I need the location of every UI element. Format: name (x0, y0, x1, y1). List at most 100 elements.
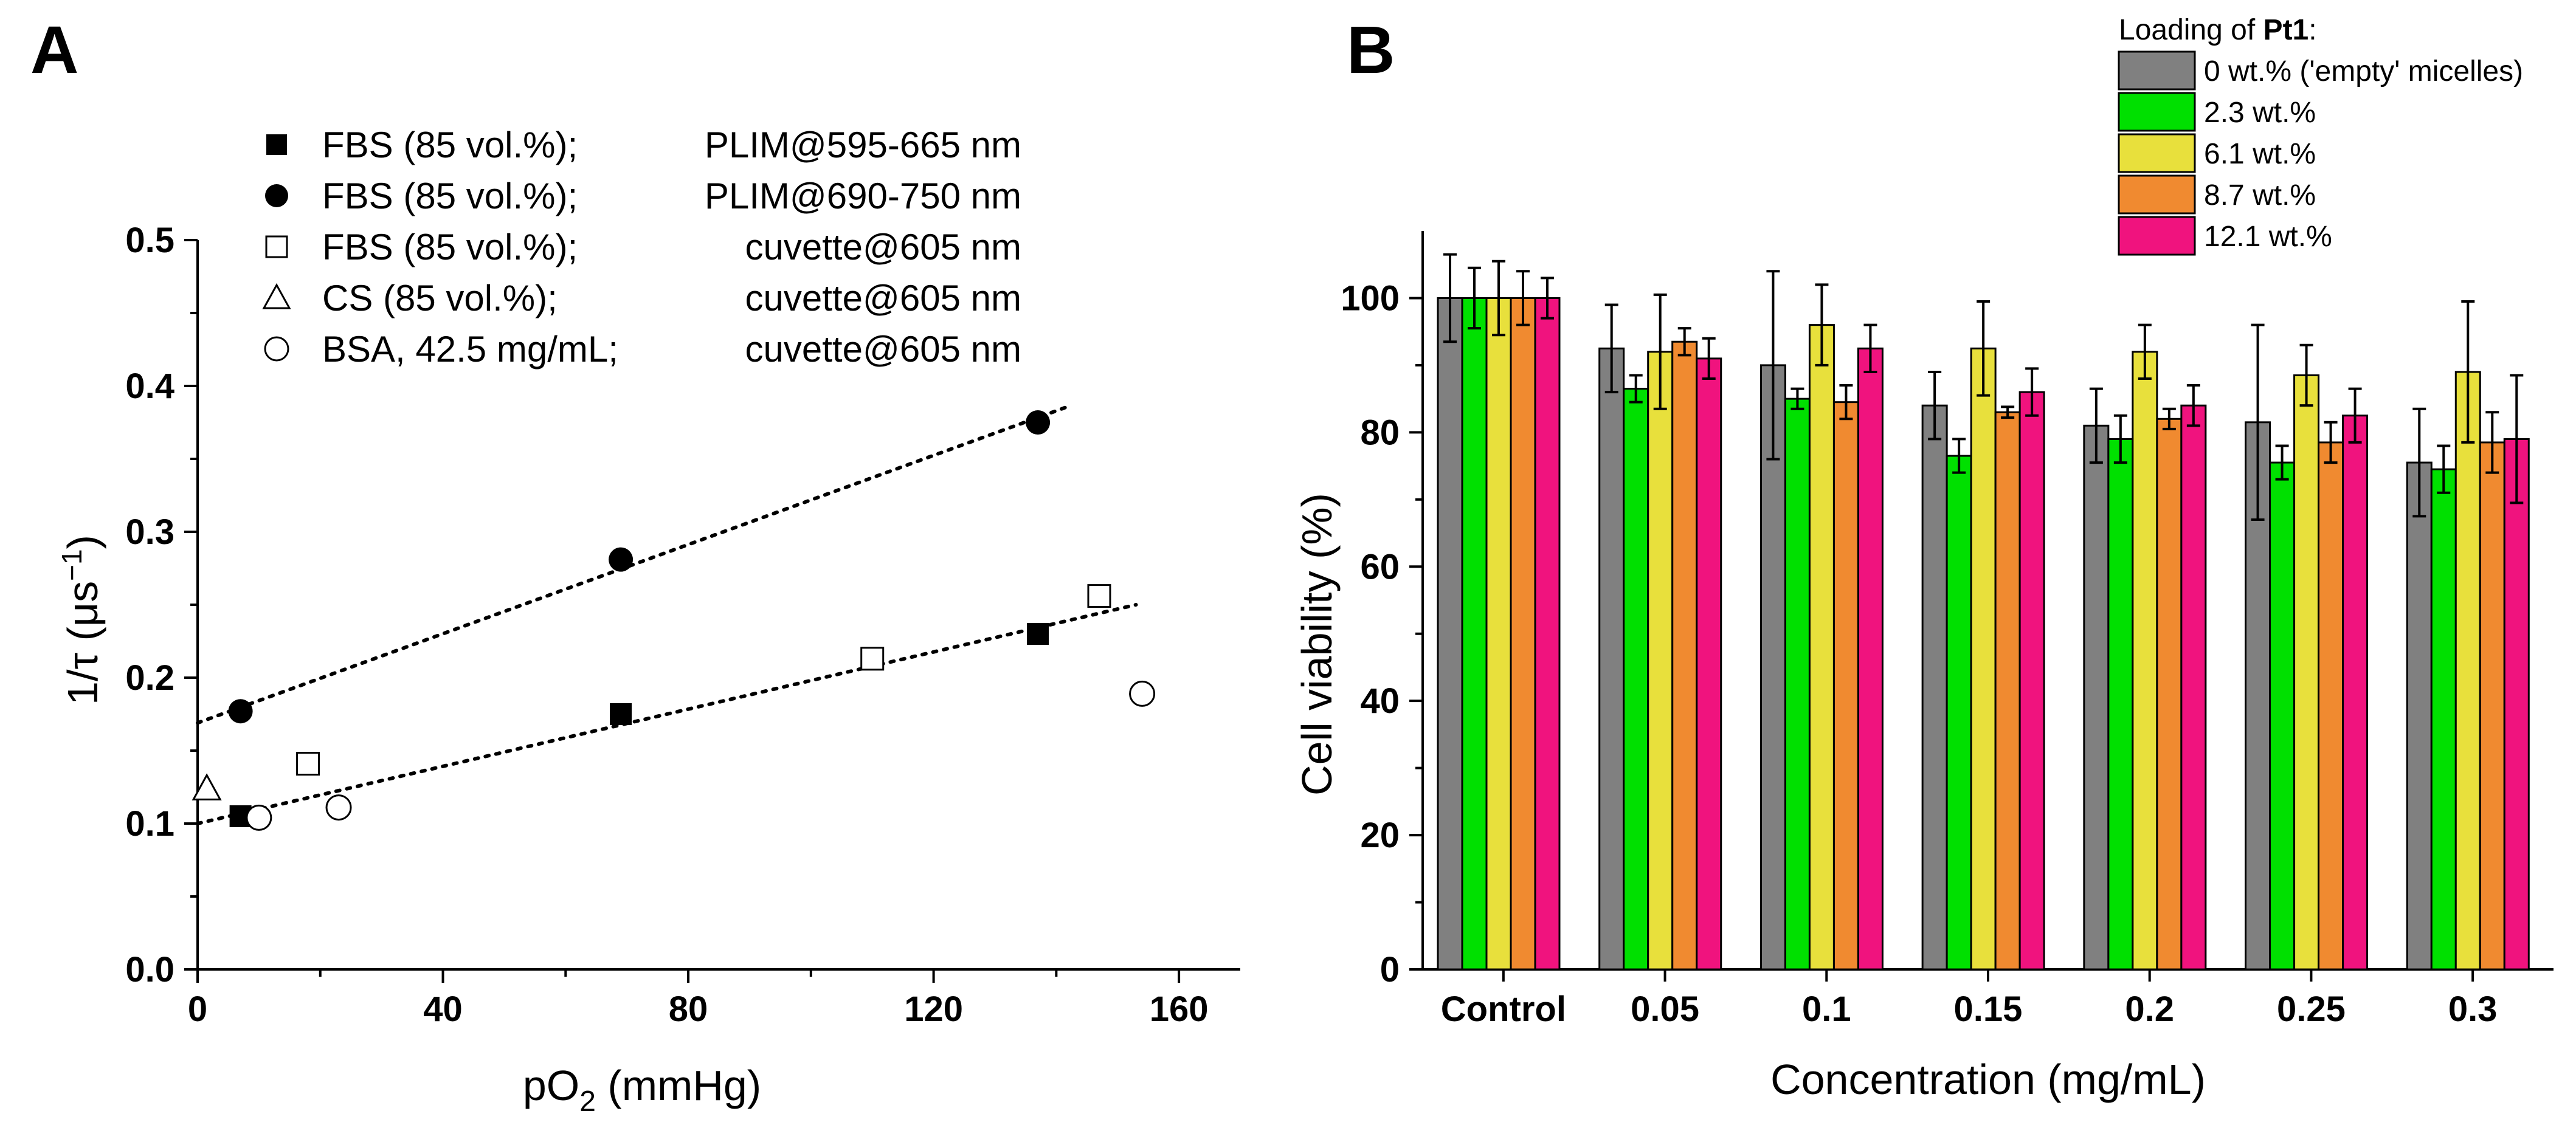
panel-b-legend-swatch (2118, 216, 2196, 256)
panel-a-legend-method: PLIM@595-665 nm (705, 125, 1021, 165)
panel-b-bar (2430, 468, 2457, 971)
panel-a-legend-marker (266, 134, 287, 155)
panel-b-legend-label: 6.1 wt.% (2204, 138, 2316, 170)
panel-a-x-tick-label: 0 (188, 989, 207, 1029)
panel-a-legend-marker (265, 235, 288, 258)
panel-b-bar (1946, 455, 1972, 971)
panel-a-legend-method: cuvette@605 nm (745, 278, 1021, 318)
panel-b-legend-swatch (2118, 133, 2196, 173)
panel-b-bar (2132, 351, 2158, 971)
panel-a-x-tick-label: 40 (423, 989, 463, 1029)
panel-a-legend-method: PLIM@690-750 nm (705, 176, 1021, 216)
panel-a-point-open-circle (325, 794, 352, 821)
panel-b-y-axis-title: Cell viability (%) (1293, 493, 1341, 796)
panel-b-bar (1857, 347, 1884, 971)
panel-b-x-tick-label: Control (1441, 989, 1566, 1029)
panel-a-legend-marker (262, 283, 291, 309)
panel-b-legend-swatch (2118, 92, 2196, 132)
panel-a-y-tick-label: 0.5 (125, 221, 174, 260)
panel-b-legend-title: Loading of Pt1: (2119, 14, 2317, 46)
panel-a-point-filled-circle (1026, 410, 1051, 435)
panel-b-bar (1921, 404, 1948, 971)
panel-b-bar (2083, 424, 2110, 971)
panel-a-point-open-triangle (192, 773, 222, 800)
panel-b-bar (2503, 438, 2530, 971)
panel-b-bar (2018, 391, 2045, 971)
panel-b-y-tick-label: 20 (1360, 816, 1400, 855)
panel-a-x-tick-label: 120 (904, 989, 963, 1029)
panel-b-x-tick-label: 0.1 (1802, 989, 1851, 1029)
panel-b-y-tick-label: 80 (1360, 413, 1400, 452)
panel-b-x-tick-label: 0.3 (2448, 989, 2498, 1029)
panel-a-fit-690-750-line (196, 404, 1071, 725)
panel-a-point-open-square (860, 647, 885, 671)
panel-b-legend-label: 12.1 wt.% (2204, 221, 2332, 253)
panel-b-bar (1485, 297, 1512, 971)
panel-b-bar (1534, 297, 1561, 971)
panel-b-y-tick-label: 100 (1341, 278, 1400, 318)
panel-b-bar (1994, 411, 2021, 971)
panel-a-point-open-circle (246, 804, 272, 831)
panel-b-bar (2406, 461, 2433, 971)
panel-b-x-tick-label: 0.15 (1954, 989, 2023, 1029)
panel-b-bar (1832, 401, 1859, 971)
panel-a-legend-name: CS (85 vol.%); (322, 278, 558, 318)
panel-a-legend-marker (264, 336, 289, 362)
panel-a-chart: 0 40 80 120 160 0.0 0.1 0.2 0.3 0.4 0.5 FBS (85 vo… (56, 125, 1240, 1118)
panel-a-point-open-square (1087, 584, 1111, 608)
panel-a-point-open-circle (1129, 680, 1156, 707)
panel-b-legend-label: 2.3 wt.% (2204, 97, 2316, 129)
panel-a-legend-marker (265, 184, 288, 207)
panel-b-label: B (1347, 13, 1395, 88)
panel-b-bar (1461, 297, 1488, 971)
panel-b-x-tick-label: 0.05 (1631, 989, 1699, 1029)
panel-b-y-tick-label: 0 (1380, 950, 1400, 989)
panel-a-point-filled-circle (609, 547, 634, 572)
panel-a-y-tick-label: 0.0 (125, 950, 174, 989)
panel-a-y-tick-label: 0.3 (125, 512, 174, 552)
panel-b-bar (2454, 371, 2481, 971)
panel-b-x-tick-label: 0.25 (2277, 989, 2346, 1029)
panel-a-legend: FBS (85 vol.%); PLIM@595-665 nm FBS (85 vo… (262, 125, 1021, 370)
panel-b-bar (2107, 438, 2134, 971)
panel-b-bar (2293, 374, 2320, 971)
panel-a-point-filled-square (610, 703, 632, 725)
panel-a-legend-name: FBS (85 vol.%); (322, 125, 578, 165)
panel-a-point-filled-circle (228, 699, 253, 724)
panel-b-bar (2479, 441, 2505, 971)
panel-b-legend-label: 0 wt.% ('empty' micelles) (2204, 55, 2523, 88)
panel-b-legend-label: 8.7 wt.% (2204, 179, 2316, 212)
panel-a-legend-name: BSA, 42.5 mg/mL; (322, 329, 618, 370)
panel-b-x-axis-title: Concentration (mg/mL) (1770, 1056, 2206, 1103)
panel-a-x-tick-label: 160 (1150, 989, 1209, 1029)
panel-b-bar (1784, 397, 1811, 971)
panel-b-bar (1437, 297, 1463, 971)
panel-a-y-axis-title: 1/τ (μs−1) (56, 535, 106, 705)
panel-b-bar (1510, 297, 1536, 971)
panel-b-bar (2342, 415, 2369, 971)
panel-a-x-axis-title: pO2 (mmHg) (523, 1062, 761, 1118)
panel-b-bar (1623, 388, 1649, 971)
panel-a-y-tick-label: 0.4 (125, 366, 174, 406)
panel-a-legend-method: cuvette@605 nm (745, 227, 1021, 267)
panel-a-fit-595-665-line (196, 603, 1138, 825)
panel-a-y-tick-label: 0.1 (125, 804, 174, 844)
panel-b-y-tick-label: 40 (1360, 681, 1400, 721)
panel-a-legend-name: FBS (85 vol.%); (322, 176, 578, 216)
panel-a-legend-name: FBS (85 vol.%); (322, 227, 578, 267)
panel-a-y-tick-label: 0.2 (125, 658, 174, 698)
panel-a-x-tick-label: 80 (669, 989, 708, 1029)
panel-b-legend-swatch (2118, 50, 2196, 91)
panel-a-point-open-square (296, 752, 320, 776)
panel-b-x-tick-label: 0.2 (2125, 989, 2174, 1029)
panel-b-bar (2318, 441, 2344, 971)
panel-b-bar (2269, 461, 2296, 971)
panel-b-bar (2180, 404, 2207, 971)
panel-b-y-tick-label: 60 (1360, 547, 1400, 587)
panel-b-bar (1696, 357, 1722, 971)
panel-b-bar (1598, 347, 1625, 971)
panel-b-legend-swatch (2118, 174, 2196, 215)
panel-b-legend: 0 wt.% ('empty' micelles) 2.3 wt.% 6.1 wt.… (2118, 50, 2523, 256)
panel-b-bar (1970, 347, 1997, 971)
